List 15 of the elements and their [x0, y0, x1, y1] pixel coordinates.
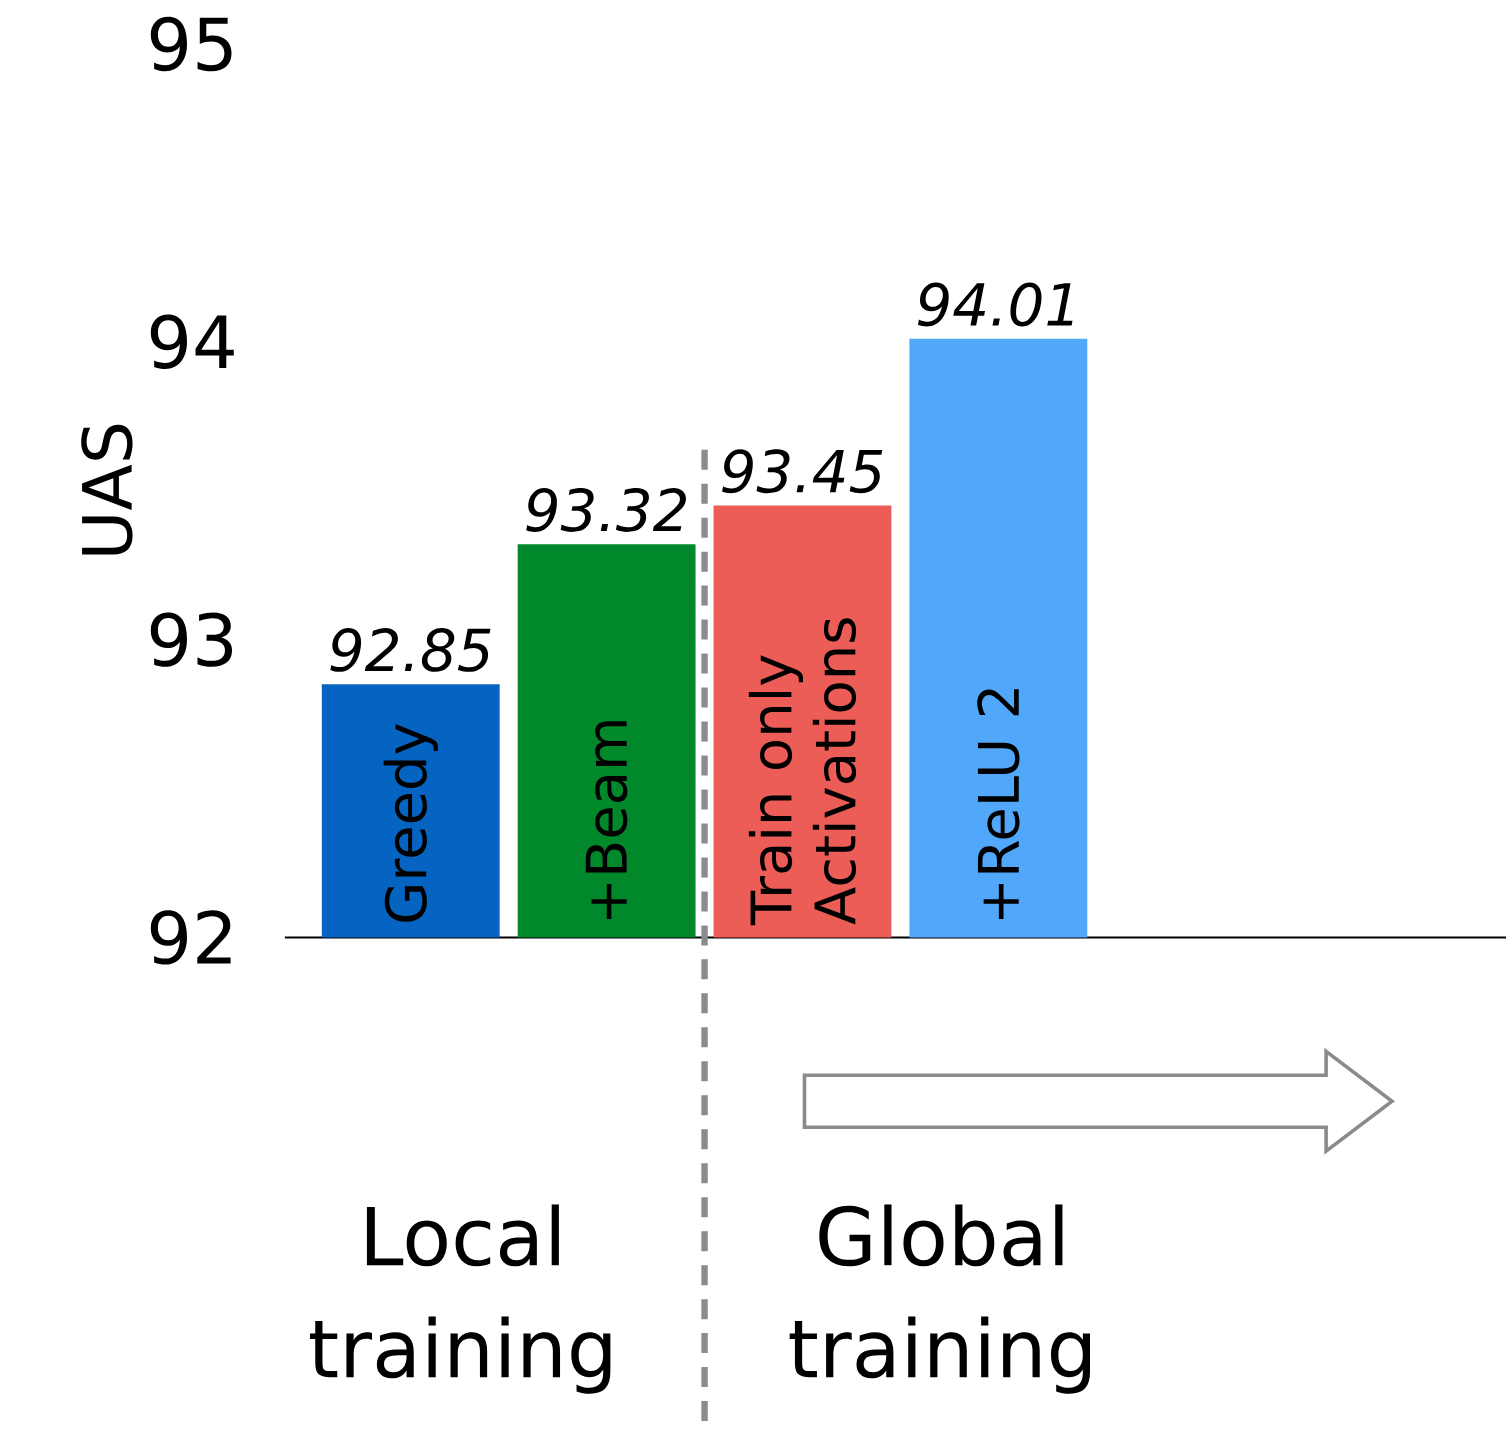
y-tick-label: 92: [150, 910, 231, 965]
data-label: 92.85: [330, 627, 491, 672]
x-tick-label: Greedy: [383, 723, 438, 922]
data-label: 94.01: [917, 282, 1073, 327]
x-tick-label: +ReLU 2: [977, 689, 1020, 919]
y-tick-label: 94: [150, 314, 234, 369]
data-label: 93.45: [722, 449, 883, 494]
text: Local training: [309, 1204, 611, 1394]
y-tick-label: 95: [150, 16, 232, 72]
text: Global training: [789, 1204, 1091, 1394]
x-tick-label: +Beam: [585, 721, 628, 919]
x-tick-label: Train only Activations: [748, 618, 857, 926]
y-tick-label: 93: [150, 612, 233, 667]
y-axis-title: UAS: [81, 424, 133, 555]
data-label: 93.32: [526, 487, 686, 532]
